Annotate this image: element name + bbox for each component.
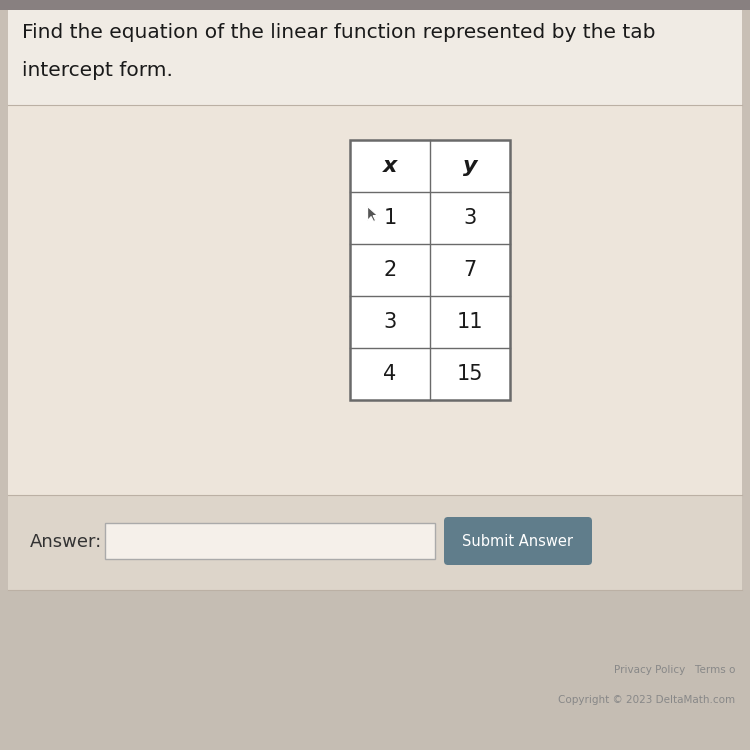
Polygon shape	[368, 206, 377, 221]
Text: 11: 11	[457, 312, 483, 332]
Text: Find the equation of the linear function represented by the tab: Find the equation of the linear function…	[22, 23, 656, 43]
Text: Copyright © 2023 DeltaMath.com: Copyright © 2023 DeltaMath.com	[558, 695, 735, 705]
Text: x: x	[382, 156, 398, 176]
FancyBboxPatch shape	[8, 10, 742, 105]
Text: 1: 1	[383, 208, 397, 228]
Text: 3: 3	[464, 208, 477, 228]
FancyBboxPatch shape	[8, 495, 742, 590]
Text: y: y	[463, 156, 477, 176]
Text: 4: 4	[383, 364, 397, 384]
Text: 3: 3	[383, 312, 397, 332]
Text: 2: 2	[383, 260, 397, 280]
FancyBboxPatch shape	[444, 517, 592, 565]
FancyBboxPatch shape	[8, 105, 742, 495]
Text: 7: 7	[464, 260, 477, 280]
Text: 15: 15	[457, 364, 483, 384]
FancyBboxPatch shape	[350, 140, 510, 400]
Text: intercept form.: intercept form.	[22, 61, 172, 80]
Text: Answer:: Answer:	[30, 533, 102, 551]
FancyBboxPatch shape	[105, 523, 435, 559]
FancyBboxPatch shape	[0, 0, 750, 10]
FancyBboxPatch shape	[0, 590, 750, 750]
Text: Privacy Policy   Terms o: Privacy Policy Terms o	[614, 665, 735, 675]
Text: Submit Answer: Submit Answer	[463, 533, 574, 548]
